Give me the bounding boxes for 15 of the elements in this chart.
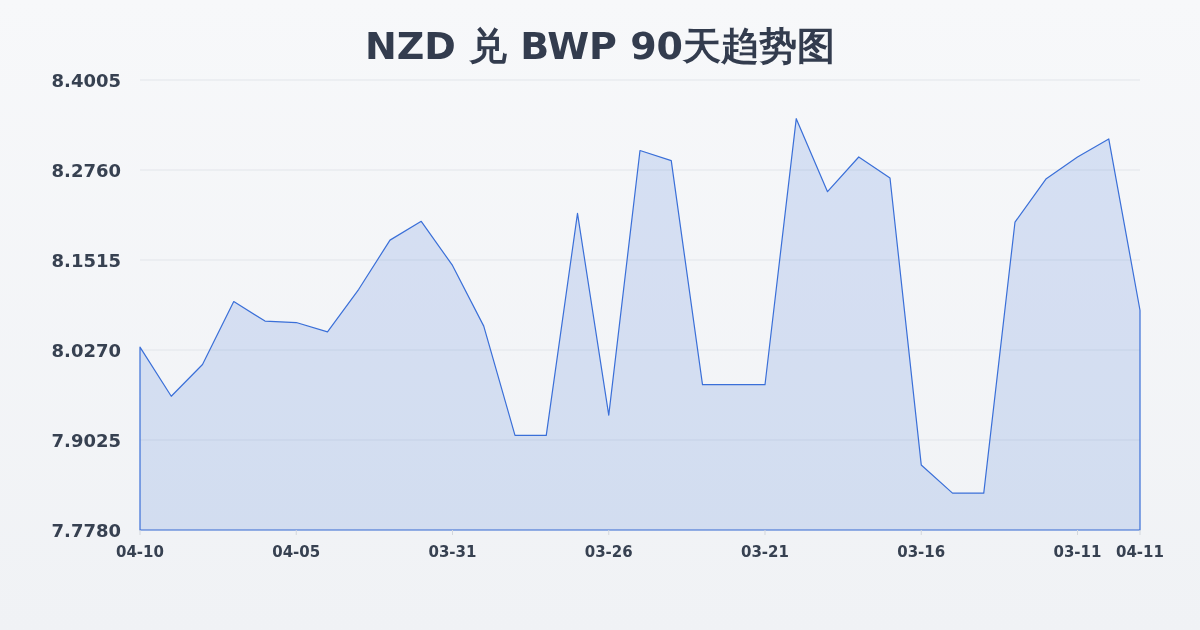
x-tick-label: 04-10 — [116, 543, 164, 561]
x-tick-label: 04-05 — [272, 543, 321, 561]
x-tick-label: 03-11 — [1053, 543, 1102, 561]
y-tick-label: 8.0270 — [51, 339, 121, 361]
chart-title: NZD 兑 BWP 90天趋势图 — [364, 24, 836, 68]
y-tick-label: 7.9025 — [51, 429, 121, 451]
y-tick-label: 8.2760 — [51, 159, 121, 181]
y-tick-label: 7.7780 — [51, 519, 121, 541]
x-tick-label: 03-26 — [584, 543, 633, 561]
x-tick-label: 03-16 — [897, 543, 946, 561]
y-tick-label: 8.1515 — [51, 249, 121, 271]
x-tick-label: 03-21 — [741, 543, 789, 561]
x-tick-label: 03-31 — [428, 543, 477, 561]
x-tick-label: 04-11 — [1116, 543, 1164, 561]
y-tick-label: 8.4005 — [51, 69, 121, 91]
